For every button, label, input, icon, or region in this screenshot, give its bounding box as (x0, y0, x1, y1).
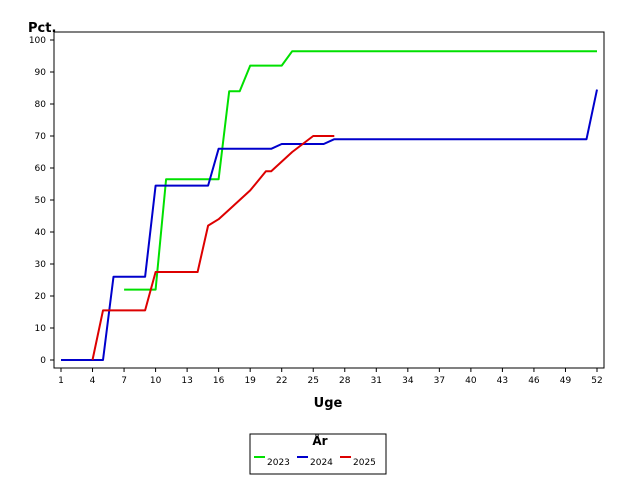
series-lines (61, 50, 598, 361)
x-tick-label: 52 (591, 376, 602, 386)
plot-area (53, 31, 605, 369)
x-tick-label: 49 (560, 376, 572, 386)
y-tick-label: 50 (35, 196, 47, 206)
x-tick-label: 31 (371, 376, 382, 386)
y-axis: 0 10 20 30 40 50 60 70 80 90 100 (29, 36, 54, 366)
legend-box (249, 433, 387, 475)
y-tick-label: 30 (35, 260, 47, 270)
x-tick-label: 16 (213, 376, 225, 386)
x-tick-label: 4 (90, 376, 96, 386)
x-tick-label: 34 (402, 376, 414, 386)
x-tick-label: 10 (150, 376, 162, 386)
y-tick-label: 80 (35, 100, 47, 110)
x-axis: 1 4 7 10 13 16 19 22 25 28 31 34 37 40 43 46 49 52 (58, 368, 603, 386)
y-tick-label: 90 (35, 68, 47, 78)
y-tick-label: 10 (35, 324, 47, 334)
series-line-2025 (91, 135, 335, 361)
legend-label-2024: 2024 (310, 458, 333, 468)
x-axis-title: Uge (314, 396, 343, 411)
x-tick-label: 46 (528, 376, 540, 386)
x-tick-label: 22 (276, 376, 287, 386)
y-tick-label: 40 (35, 228, 47, 238)
legend-title: År (312, 433, 327, 448)
y-tick-label: 0 (40, 356, 46, 366)
series-line-2024 (61, 89, 598, 361)
y-tick-label: 20 (35, 292, 47, 302)
legend-label-2023: 2023 (267, 458, 290, 468)
x-tick-label: 28 (339, 376, 351, 386)
x-tick-label: 43 (497, 376, 508, 386)
series-line-2023 (124, 50, 597, 291)
legend: År 2023 2024 2025 (249, 433, 387, 475)
x-tick-label: 25 (308, 376, 319, 386)
x-tick-label: 7 (121, 376, 127, 386)
x-tick-label: 1 (58, 376, 64, 386)
legend-items: 2023 2024 2025 (254, 456, 376, 468)
y-tick-label: 70 (35, 132, 47, 142)
x-tick-label: 40 (465, 376, 477, 386)
y-tick-label: 100 (29, 36, 46, 46)
x-tick-label: 37 (434, 376, 445, 386)
x-tick-label: 19 (244, 376, 256, 386)
y-axis-title: Pct. (28, 21, 56, 36)
legend-label-2025: 2025 (353, 458, 376, 468)
x-tick-label: 13 (181, 376, 192, 386)
y-tick-label: 60 (35, 164, 47, 174)
